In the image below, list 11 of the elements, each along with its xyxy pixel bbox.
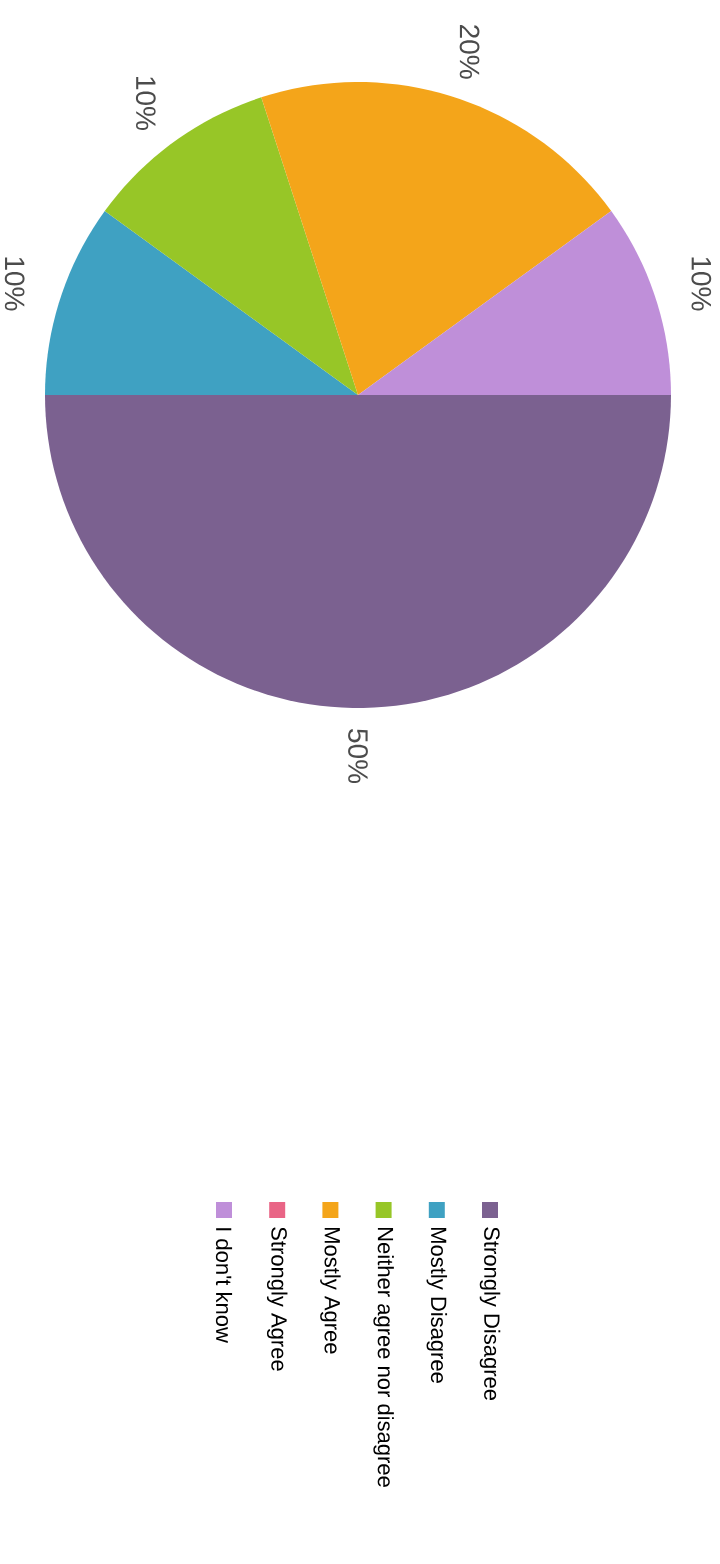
data-label: 20% bbox=[459, 25, 480, 79]
legend-label: Mostly Disagree bbox=[426, 1228, 448, 1383]
legend-label: Mostly Agree bbox=[320, 1228, 341, 1354]
data-label: 10% bbox=[4, 257, 25, 311]
legend-label: I don't know bbox=[215, 1228, 233, 1343]
data-label: 10% bbox=[135, 77, 156, 130]
data-label: 10% bbox=[691, 257, 712, 311]
legend-label: Neither agree nor disagree bbox=[373, 1228, 394, 1487]
legend-label: Strongly Disagree bbox=[479, 1227, 501, 1401]
legend-label: Strongly Agree bbox=[266, 1227, 288, 1371]
data-label: 50% bbox=[348, 729, 368, 784]
